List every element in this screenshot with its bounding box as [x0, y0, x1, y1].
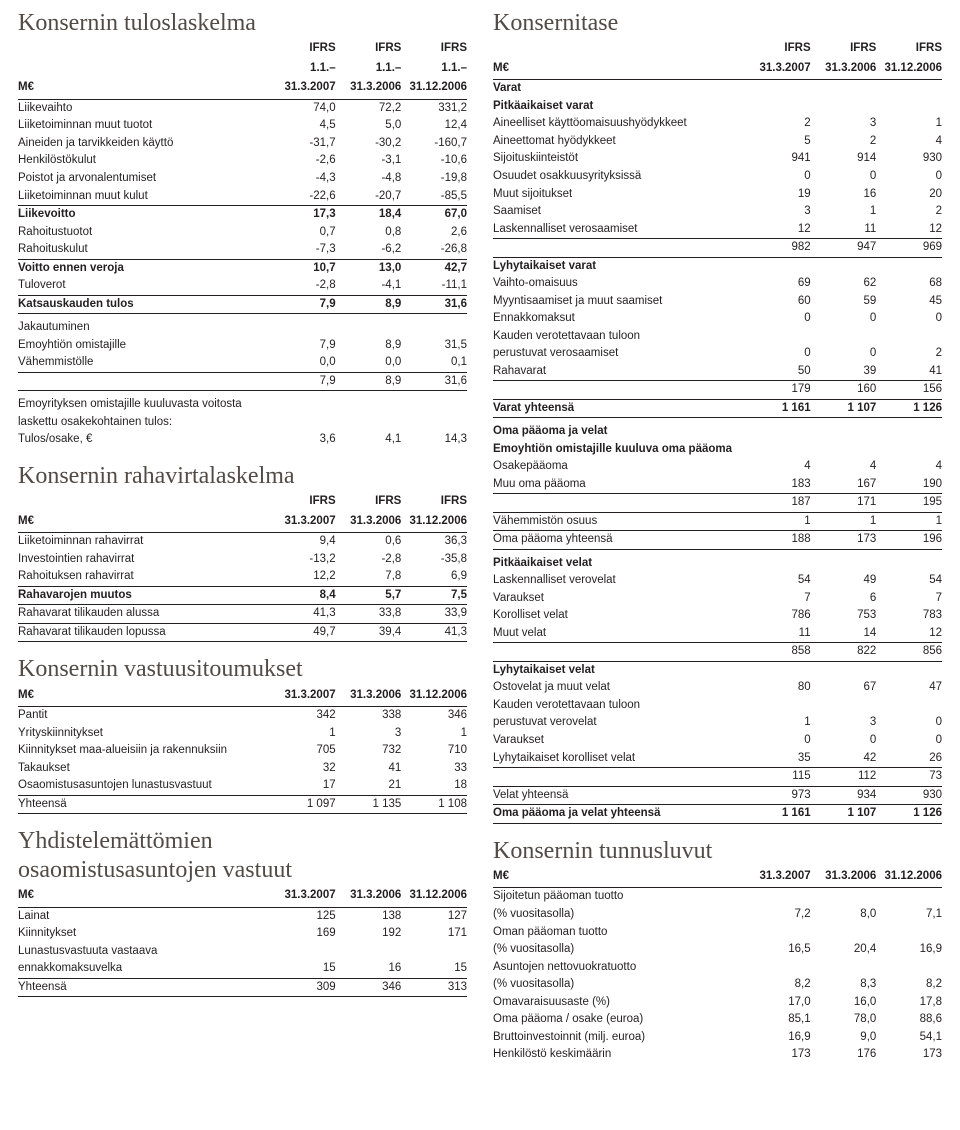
table-row: Osakepääoma444 [493, 458, 942, 476]
ratios-table: M€ 31.3.2007 31.3.2006 31.12.2006 Sijoit… [493, 868, 942, 1064]
table-row: Aineiden ja tarvikkeiden käyttö-31,7-30,… [18, 135, 467, 153]
right-column: Konsernitase IFRS IFRS IFRS M€ 31.3.2007… [493, 10, 942, 1078]
table-row: Sijoituskiinteistöt941914930 [493, 150, 942, 168]
ratios-title: Konsernin tunnusluvut [493, 838, 942, 864]
uncomb-table: M€ 31.3.2007 31.3.2006 31.12.2006 Lainat… [18, 887, 467, 997]
table-row: Kauden verotettavaan tuloon [493, 697, 942, 715]
table-row: perustuvat verosaamiset002 [493, 345, 942, 363]
table-row: Laskennalliset verosaamiset121112 [493, 221, 942, 239]
table-row: Lyhytaikaiset korolliset velat354226 [493, 750, 942, 768]
commit-title: Konsernin vastuusitoumukset [18, 656, 467, 682]
table-row: Osaomistusasuntojen lunastusvastuut17211… [18, 777, 467, 795]
balance-table: IFRS IFRS IFRS M€ 31.3.2007 31.3.2006 31… [493, 40, 942, 823]
table-row: (% vuositasolla)8,28,38,2 [493, 976, 942, 994]
table-row: Liiketoiminnan rahavirrat9,40,636,3 [18, 533, 467, 551]
table-row: Varaukset767 [493, 590, 942, 608]
table-row: Henkilöstökulut-2,6-3,1-10,6 [18, 152, 467, 170]
cashflow-title: Konsernin rahavirtalaskelma [18, 463, 467, 489]
table-row: Korolliset velat786753783 [493, 607, 942, 625]
table-row: Osuudet osakkuusyrityksissä000 [493, 168, 942, 186]
table-row: Rahoitustuotot0,70,82,6 [18, 224, 467, 242]
page-columns: Konsernin tuloslaskelma IFRS IFRS IFRS 1… [18, 10, 942, 1078]
table-row: Rahoituskulut-7,3-6,2-26,8 [18, 241, 467, 259]
table-row: Aineettomat hyödykkeet524 [493, 133, 942, 151]
table-row: Pantit342338346 [18, 707, 467, 725]
table-row: Aineelliset käyttöomaisuushyödykkeet231 [493, 115, 942, 133]
uncomb-title-1: Yhdistelemättömien [18, 828, 467, 854]
cashflow-table: IFRS IFRS IFRS M€ 31.3.2007 31.3.2006 31… [18, 493, 467, 642]
table-row: Sijoitetun pääoman tuotto [493, 888, 942, 906]
table-row: Lunastusvastuuta vastaava [18, 943, 467, 961]
table-row: Saamiset312 [493, 203, 942, 221]
table-row: (% vuositasolla)7,28,07,1 [493, 906, 942, 924]
table-row: Laskennalliset verovelat544954 [493, 572, 942, 590]
table-row: Poistot ja arvonalentumiset-4,3-4,8-19,8 [18, 170, 467, 188]
table-row: Ennakkomaksut000 [493, 310, 942, 328]
table-row: Rahoituksen rahavirrat12,27,86,9 [18, 568, 467, 586]
table-row: Kiinnitykset169192171 [18, 925, 467, 943]
table-row: Investointien rahavirrat-13,2-2,8-35,8 [18, 551, 467, 569]
table-row: Ostovelat ja muut velat806747 [493, 679, 942, 697]
uncomb-title-2: osaomistusasuntojen vastuut [18, 857, 467, 883]
table-row: Yrityskiinnitykset131 [18, 725, 467, 743]
table-row: ennakkomaksuvelka151615 [18, 960, 467, 978]
table-row: Vaihto-omaisuus696268 [493, 275, 942, 293]
table-row: perustuvat verovelat130 [493, 714, 942, 732]
table-row: Liiketoiminnan muut tuotot4,55,012,4 [18, 117, 467, 135]
table-row: Varaukset000 [493, 732, 942, 750]
table-row: Vähemmistölle0,00,00,1 [18, 354, 467, 372]
left-column: Konsernin tuloslaskelma IFRS IFRS IFRS 1… [18, 10, 467, 1078]
table-row: Kauden verotettavaan tuloon [493, 328, 942, 346]
table-row: Oma pääoma / osake (euroa)85,178,088,6 [493, 1011, 942, 1029]
table-row: Muu oma pääoma183167190 [493, 476, 942, 494]
table-row: Takaukset324133 [18, 760, 467, 778]
table-row: Jakautuminen [18, 314, 467, 337]
income-table: IFRS IFRS IFRS 1.1.– 1.1.– 1.1.– M€ 31.3… [18, 40, 467, 448]
table-row: Muut sijoitukset191620 [493, 186, 942, 204]
income-title: Konsernin tuloslaskelma [18, 10, 467, 36]
table-row: Liiketoiminnan muut kulut-22,6-20,7-85,5 [18, 188, 467, 206]
table-row: Omavaraisuusaste (%)17,016,017,8 [493, 994, 942, 1012]
table-row: (% vuositasolla)16,520,416,9 [493, 941, 942, 959]
table-row: Lainat125138127 [18, 907, 467, 925]
table-row: Rahavarat503941 [493, 363, 942, 381]
balance-title: Konsernitase [493, 10, 942, 36]
table-row: Henkilöstö keskimäärin173176173 [493, 1046, 942, 1064]
table-row: Bruttoinvestoinnit (milj. euroa)16,99,05… [493, 1029, 942, 1047]
table-row: Liikevaihto74,072,2331,2 [18, 99, 467, 117]
table-row: Myyntisaamiset ja muut saamiset605945 [493, 293, 942, 311]
table-row: Muut velat111412 [493, 625, 942, 643]
commit-table: M€ 31.3.2007 31.3.2006 31.12.2006 Pantit… [18, 687, 467, 815]
table-row: Oman pääoman tuotto [493, 924, 942, 942]
table-row: Asuntojen nettovuokratuotto [493, 959, 942, 977]
table-row: Kiinnitykset maa-alueisiin ja rakennuksi… [18, 742, 467, 760]
table-row: Emoyhtiön omistajille7,98,931,5 [18, 337, 467, 355]
